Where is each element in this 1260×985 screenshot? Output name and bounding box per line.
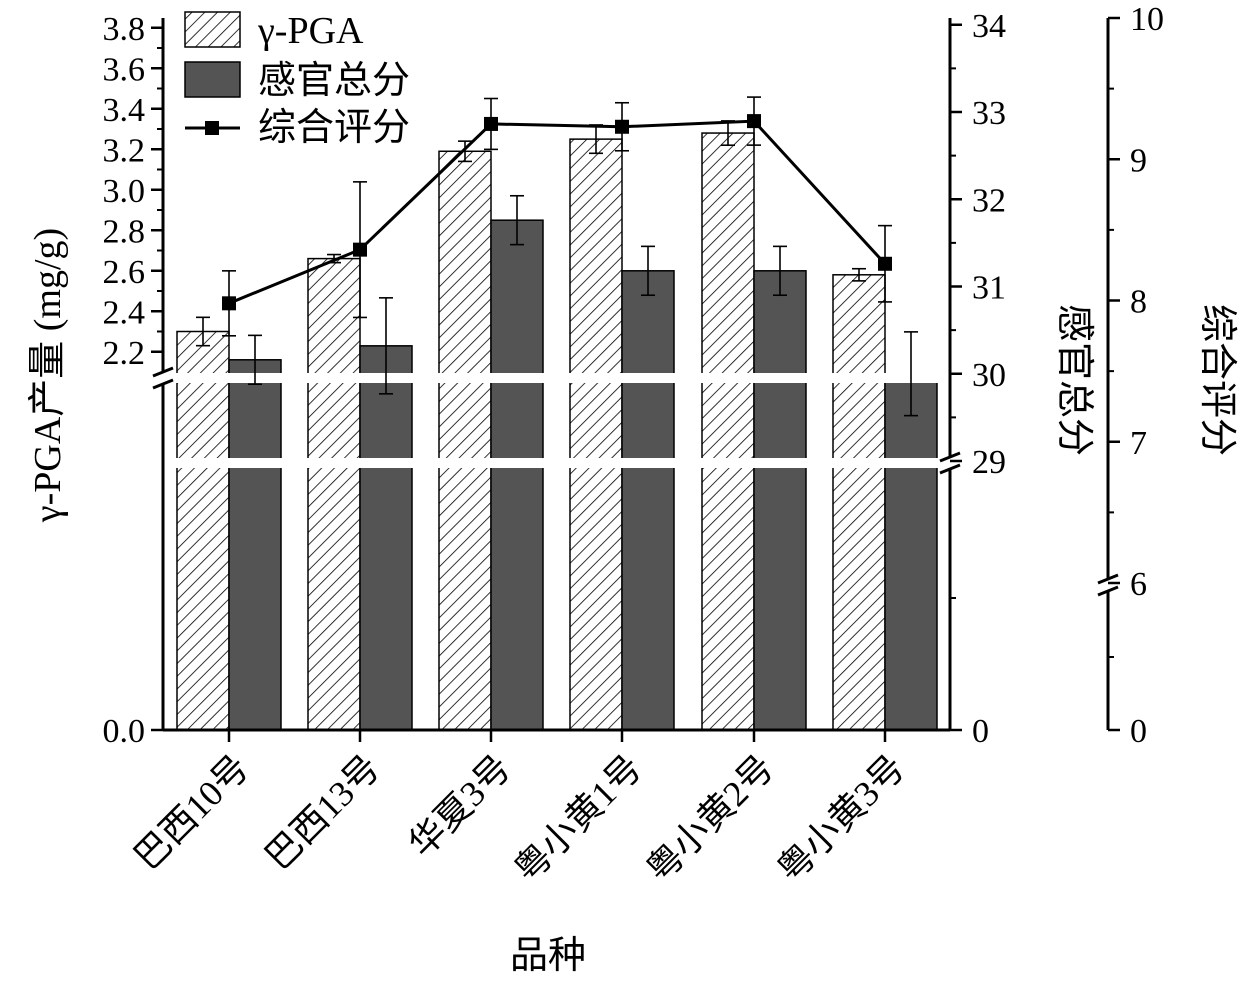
- bar-pga: [438, 150, 492, 731]
- legend-label-sensory: 感官总分: [258, 60, 410, 102]
- right1-tick-label: 0: [972, 713, 989, 750]
- x-tick-label: 巴西10号: [127, 747, 257, 877]
- score-point: [615, 119, 629, 134]
- score-line: [228, 119, 887, 305]
- score-point: [878, 256, 892, 271]
- right-axis-break-gap: [165, 458, 948, 468]
- score-point: [484, 116, 498, 131]
- bar-pga: [307, 257, 361, 731]
- left-tick-label: 3.0: [103, 173, 146, 210]
- right1-tick-label: 32: [972, 182, 1006, 219]
- left-tick-label: 2.8: [103, 213, 146, 250]
- bar-sensory: [490, 219, 544, 731]
- right1-tick-label: 31: [972, 270, 1006, 307]
- x-tick-label: 巴西13号: [258, 747, 388, 877]
- left-axis-break-gap: [157, 372, 169, 384]
- bar-pga: [701, 132, 755, 731]
- left-tick-label: 3.8: [103, 11, 146, 48]
- bar-sensory: [359, 345, 413, 731]
- right2-axis-title: 综合评分: [1196, 304, 1238, 456]
- x-tick-label: 华夏3号: [401, 747, 518, 864]
- bar-sensory: [753, 270, 807, 731]
- bars-layer: [176, 132, 938, 731]
- axis-break-gaps: [165, 373, 948, 468]
- right2-tick-label: 8: [1130, 284, 1147, 321]
- right1-axis-title: 感官总分: [1053, 304, 1095, 456]
- composite-score-line: [222, 114, 892, 311]
- left-axis-break-gap: [165, 373, 948, 383]
- x-tick-label: 粤小黄2号: [639, 747, 782, 890]
- score-point: [222, 296, 236, 311]
- right1-tick-label: 33: [972, 95, 1006, 132]
- bar-pga: [176, 330, 230, 731]
- left-tick-label: 3.4: [103, 92, 146, 129]
- left-tick-label: 2.6: [103, 254, 146, 291]
- right1-tick-label: 34: [972, 8, 1006, 45]
- x-axis-title: 品种: [510, 935, 586, 977]
- bar-sensory: [228, 359, 282, 731]
- right1-axis-break-slash: [939, 463, 961, 475]
- right2-tick-label: 6: [1130, 566, 1147, 603]
- bar-pga: [832, 274, 886, 731]
- left-axis-title: γ-PGA产量 (mg/g): [27, 228, 69, 523]
- legend-label-pga: γ-PGA: [257, 10, 364, 52]
- right2-axis-break-slash: [1097, 585, 1119, 597]
- left-tick-label: 3.6: [103, 51, 146, 88]
- right2-tick-label: 10: [1130, 1, 1164, 38]
- score-point: [747, 114, 761, 129]
- legend: γ-PGA 感官总分 综合评分: [184, 10, 410, 149]
- legend-swatch-pga: [184, 11, 241, 48]
- x-tick-label: 粤小黄1号: [507, 747, 650, 890]
- bar-pga: [569, 138, 623, 731]
- left-axis-break-slash: [152, 366, 174, 378]
- right1-axis-break-slash: [939, 451, 961, 463]
- score-point: [353, 242, 367, 257]
- legend-label-score: 综合评分: [258, 107, 410, 149]
- legend-swatch-sensory: [184, 61, 241, 98]
- bar-sensory: [621, 270, 675, 731]
- right2-tick-label: 7: [1130, 425, 1147, 462]
- left-tick-label: 2.4: [103, 294, 146, 331]
- right2-axis-break-slash: [1097, 573, 1119, 585]
- legend-marker-score: [205, 121, 219, 135]
- right2-tick-label: 0: [1130, 713, 1147, 750]
- x-tick-label: 粤小黄3号: [770, 747, 913, 890]
- right2-tick-label: 9: [1130, 142, 1147, 179]
- left-tick-label: 0.0: [103, 713, 146, 750]
- bar-sensory: [884, 373, 938, 731]
- right1-tick-label: 29: [972, 444, 1006, 481]
- left-tick-label: 2.2: [103, 335, 146, 372]
- left-axis-break-slash: [152, 378, 174, 390]
- left-tick-label: 3.2: [103, 132, 146, 169]
- right1-tick-label: 30: [972, 357, 1006, 394]
